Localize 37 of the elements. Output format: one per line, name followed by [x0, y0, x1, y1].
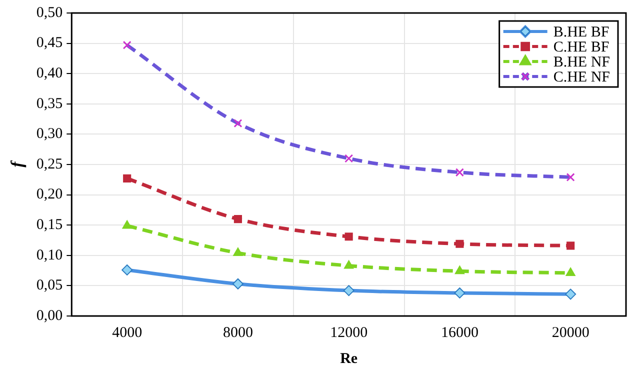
- legend-label: C.HE BF: [553, 39, 610, 56]
- point: [454, 266, 465, 274]
- point: [344, 260, 354, 269]
- y-tick-label: 0,40: [36, 66, 63, 82]
- x-tick-label: 8000: [222, 324, 253, 341]
- legend-label: B.HE BF: [553, 24, 610, 40]
- point: [233, 247, 243, 256]
- point: [122, 264, 133, 276]
- y-tick-label: 0,15: [36, 217, 63, 234]
- y-tick-label: 0,20: [36, 186, 63, 203]
- x-tick-label: 20000: [552, 324, 590, 341]
- y-tick-label: 0,50: [36, 4, 63, 21]
- point: [343, 285, 354, 296]
- y-tick-label: 0,10: [36, 247, 63, 264]
- point: [344, 232, 353, 241]
- x-axis-title: Re: [340, 350, 358, 367]
- point: [234, 215, 242, 224]
- y-tick-label: 0,30: [36, 126, 63, 142]
- point: [232, 278, 244, 290]
- y-axis-title: f: [8, 159, 27, 168]
- point: [566, 267, 576, 276]
- point: [454, 287, 466, 298]
- legend-label: C.HE NF: [553, 69, 610, 86]
- point: [456, 240, 464, 248]
- y-tick-label: 0,45: [36, 35, 63, 52]
- point: [565, 288, 576, 300]
- legend-label: B.HE NF: [553, 54, 610, 70]
- x-tick-label: 16000: [440, 324, 478, 341]
- y-tick-label: 0,25: [36, 156, 63, 172]
- x-tick-label: 12000: [330, 324, 368, 341]
- point: [123, 174, 132, 182]
- point: [566, 242, 575, 250]
- y-tick-label: 0,05: [36, 278, 63, 294]
- y-tick-label: 0,35: [36, 96, 63, 112]
- x-tick-label: 4000: [112, 324, 142, 341]
- point: [122, 220, 132, 229]
- y-tick-label: 0,00: [36, 308, 63, 324]
